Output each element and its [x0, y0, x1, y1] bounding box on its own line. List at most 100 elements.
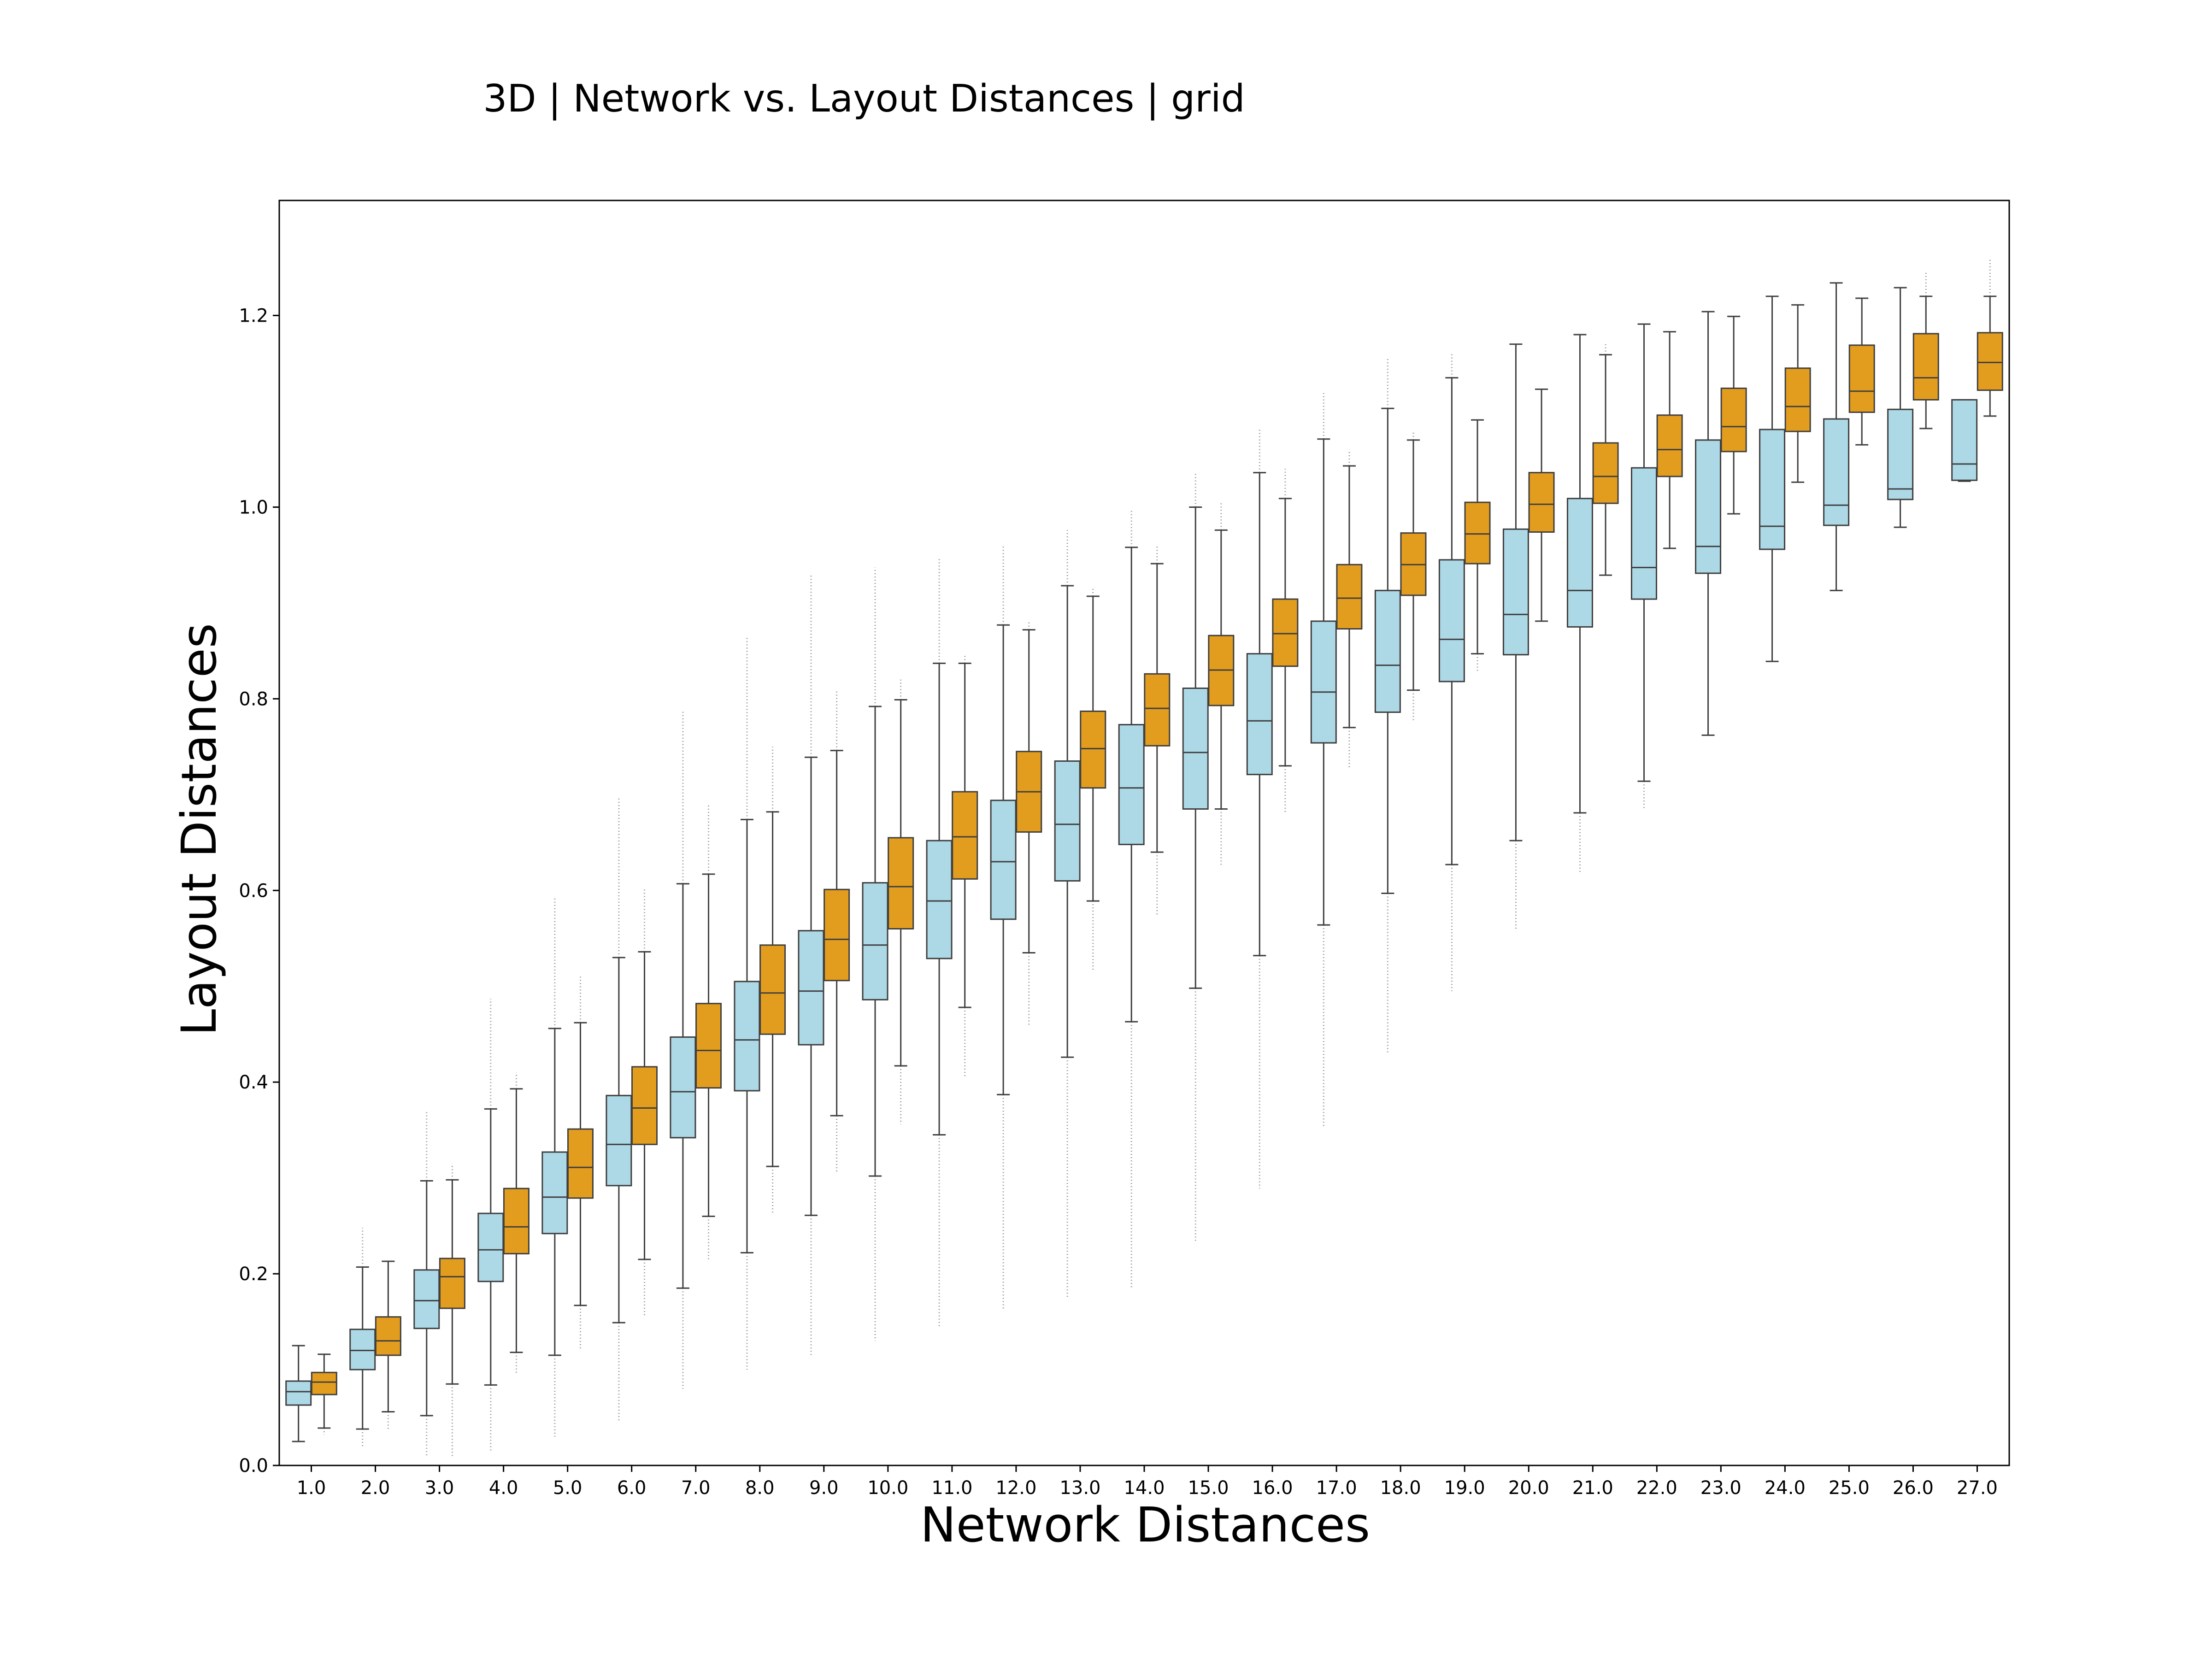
box-1.0	[285, 1345, 312, 1442]
x-tick-label: 11.0	[931, 1477, 972, 1499]
iqr-box	[1912, 333, 1939, 401]
x-tick-label: 1.0	[297, 1477, 326, 1499]
iqr-box	[477, 1212, 504, 1282]
box-23.0	[1720, 316, 1747, 515]
x-tick-label: 18.0	[1380, 1477, 1421, 1499]
iqr-box	[1464, 501, 1491, 565]
box-10.0	[862, 567, 888, 1341]
y-tick-label: 0.4	[239, 1072, 268, 1093]
y-tick-label: 0.0	[239, 1455, 268, 1477]
iqr-box	[926, 840, 953, 959]
box-25.0	[1848, 297, 1875, 446]
box-11.0	[926, 557, 953, 1327]
box-5.0	[567, 977, 594, 1350]
x-tick-label: 6.0	[617, 1477, 647, 1499]
y-axis-label: Layout Distances	[171, 623, 227, 1036]
box-25.0	[1823, 282, 1850, 591]
box-18.0	[1374, 358, 1401, 1053]
box-20.0	[1528, 388, 1555, 622]
box-6.0	[631, 889, 658, 1317]
iqr-box	[1823, 418, 1850, 526]
x-tick-label: 17.0	[1316, 1477, 1357, 1499]
iqr-box	[695, 1003, 722, 1089]
box-21.0	[1592, 344, 1619, 576]
iqr-box	[1502, 528, 1529, 656]
iqr-box	[375, 1316, 401, 1356]
x-tick-label: 25.0	[1829, 1477, 1870, 1499]
iqr-box	[1656, 414, 1683, 477]
iqr-box	[888, 837, 914, 930]
iqr-box	[1310, 620, 1337, 744]
iqr-box	[1977, 332, 2003, 391]
box-16.0	[1246, 428, 1273, 1189]
iqr-box	[824, 888, 850, 982]
x-tick-label: 26.0	[1893, 1477, 1934, 1499]
box-11.0	[952, 655, 978, 1078]
iqr-box	[311, 1371, 337, 1395]
y-axis: 0.0 0.2 0.4 0.6 0.8 1.0 1.2	[239, 306, 279, 1477]
box-15.0	[1182, 472, 1209, 1241]
iqr-box	[1887, 408, 1914, 500]
iqr-box	[413, 1269, 440, 1330]
chart-title: 3D | Network vs. Layout Distances | grid	[483, 77, 1245, 121]
x-tick-label: 20.0	[1508, 1477, 1549, 1499]
x-tick-label: 2.0	[361, 1477, 390, 1499]
series-2	[311, 259, 2003, 1456]
iqr-box	[349, 1329, 376, 1371]
iqr-box	[1272, 598, 1299, 667]
box-4.0	[503, 1072, 529, 1375]
box-12.0	[1016, 622, 1042, 1027]
box-9.0	[798, 574, 824, 1355]
iqr-box	[1528, 472, 1555, 533]
iqr-box	[1118, 724, 1145, 845]
iqr-box	[631, 1066, 658, 1145]
iqr-box	[1592, 442, 1619, 504]
box-4.0	[477, 999, 504, 1451]
iqr-box	[1848, 344, 1875, 413]
box-7.0	[695, 804, 722, 1260]
x-tick-label: 19.0	[1444, 1477, 1485, 1499]
iqr-box	[1951, 399, 1978, 481]
box-22.0	[1656, 331, 1683, 549]
box-19.0	[1464, 419, 1491, 673]
series-1	[285, 282, 1978, 1456]
iqr-box	[1336, 564, 1363, 630]
x-tick-label: 3.0	[425, 1477, 454, 1499]
box-27.0	[1951, 399, 1978, 482]
box-3.0	[413, 1111, 440, 1456]
y-tick-label: 1.2	[239, 306, 268, 327]
iqr-box	[1720, 388, 1747, 453]
y-tick-label: 0.6	[239, 880, 268, 901]
x-tick-label: 9.0	[809, 1477, 839, 1499]
iqr-box	[1784, 367, 1811, 432]
x-tick-label: 21.0	[1572, 1477, 1613, 1499]
box-6.0	[606, 796, 632, 1423]
x-axis: 1.0 2.0 3.0 4.0 5.0 6.0 7.0 8.0 9.0 10.0 11.0 12.0 1…	[297, 1465, 1998, 1499]
box-8.0	[734, 636, 760, 1370]
x-tick-label: 22.0	[1636, 1477, 1677, 1499]
x-tick-label: 8.0	[745, 1477, 775, 1499]
iqr-box	[1144, 673, 1171, 747]
iqr-box	[1374, 589, 1401, 713]
box-14.0	[1118, 510, 1145, 1289]
box-14.0	[1144, 545, 1171, 915]
iqr-box	[990, 800, 1017, 920]
y-tick-label: 1.0	[239, 497, 268, 518]
box-24.0	[1784, 304, 1811, 483]
box-19.0	[1438, 353, 1465, 991]
iqr-box	[1054, 760, 1081, 882]
iqr-box	[734, 981, 760, 1092]
iqr-box	[1566, 498, 1593, 628]
box-13.0	[1080, 588, 1106, 972]
x-tick-label: 24.0	[1765, 1477, 1806, 1499]
x-tick-label: 23.0	[1700, 1477, 1741, 1499]
box-27.0	[1977, 259, 2003, 417]
iqr-box	[952, 791, 978, 880]
box-10.0	[888, 679, 914, 1124]
plot-area	[285, 259, 2003, 1456]
y-tick-label: 0.2	[239, 1264, 268, 1285]
box-22.0	[1630, 323, 1657, 810]
box-26.0	[1887, 287, 1914, 528]
